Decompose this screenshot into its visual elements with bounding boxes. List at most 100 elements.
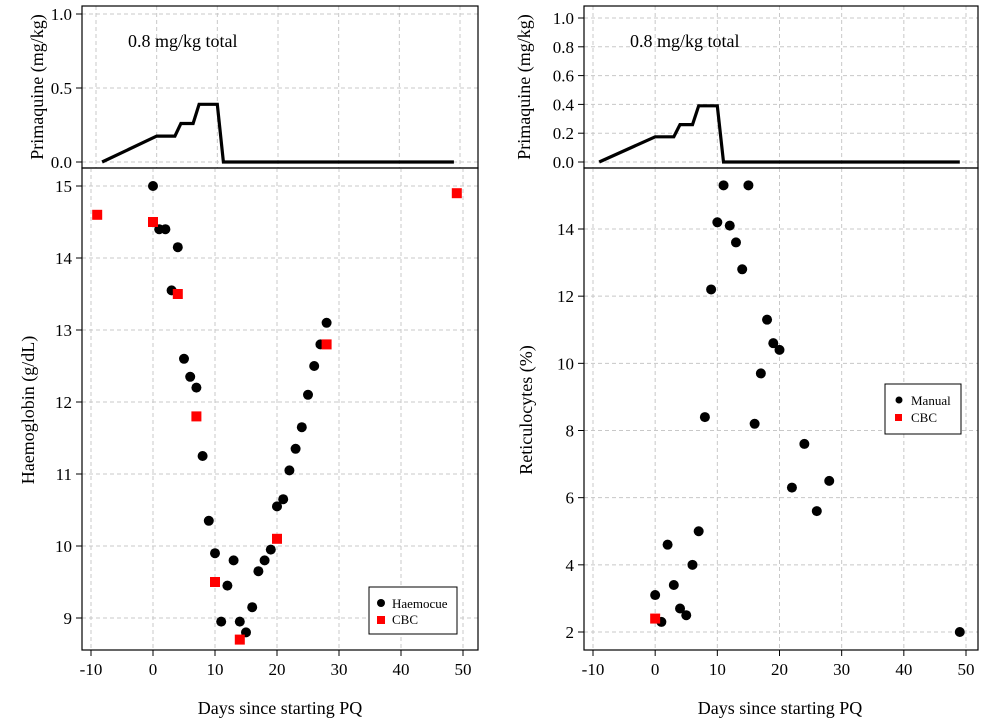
right-bottom-ytick-label: 6 — [566, 489, 575, 508]
left-bottom-haemocue-point — [210, 548, 220, 559]
right-top-ytick-label: 0.8 — [553, 38, 574, 57]
left-bottom-haemocue-point — [253, 566, 264, 577]
right-bottom-cbc-point — [650, 613, 661, 624]
left-top-ytick-label: 1.0 — [51, 5, 72, 24]
right-primaquine-ylabel: Primaquine (mg/kg) — [514, 14, 535, 159]
right-bottom-manual-point — [954, 627, 965, 637]
right-bottom-manual-point — [693, 526, 704, 537]
left-bottom-cbc-point — [234, 634, 245, 645]
right-bottom-manual-point — [824, 475, 835, 486]
left-bottom-haemocue-point — [185, 371, 196, 382]
left-bottom-haemocue-point — [179, 353, 189, 364]
right-bottom-manual-point — [799, 438, 810, 449]
right-top-dose-line — [598, 104, 960, 164]
right-bottom-manual-point — [774, 344, 785, 355]
left-bottom-haemocue-point — [172, 242, 183, 253]
left-bottom-ytick-label: 15 — [55, 177, 72, 196]
right-bottom-manual-point — [749, 418, 760, 429]
left-bottom-haemocue-point — [321, 317, 332, 328]
right-primaquine-panel: 0.0 0.2 0.4 0.6 0.8 1.0 0.8 mg/kg total Prima… — [514, 5, 979, 172]
left-legend-haemocue-marker — [377, 599, 385, 607]
right-bottom-ytick-label: 4 — [566, 556, 575, 575]
left-bottom-ytick-label: 11 — [56, 465, 72, 484]
right-bottom-manual-point — [650, 590, 661, 601]
left-bottom-haemocue-point — [234, 616, 245, 627]
left-bottom-xtick-label: 10 — [207, 660, 224, 679]
right-xlabel: Days since starting PQ — [698, 698, 862, 718]
right-legend: Manual CBC — [884, 383, 962, 435]
right-bottom-manual-point — [768, 338, 779, 349]
left-bottom-haemocue-point — [247, 602, 258, 613]
left-bottom-haemocue-point — [148, 181, 158, 191]
right-bottom-xtick-label: 30 — [833, 660, 850, 679]
left-bottom-ytick-label: 10 — [55, 537, 72, 556]
right-bottom-manual-point — [699, 412, 710, 423]
right-top-ytick-label: 0.2 — [553, 124, 574, 143]
left-bottom-haemocue-point — [160, 224, 171, 235]
right-bottom-manual-point — [662, 539, 673, 550]
left-xlabel: Days since starting PQ — [198, 698, 362, 718]
right-top-ytick-label: 0.0 — [553, 153, 574, 172]
right-top-ytick-label: 1.0 — [553, 9, 574, 28]
right-reticulocytes-frame — [583, 167, 979, 651]
right-legend-manual-label: Manual — [911, 393, 951, 408]
left-legend-haemocue-label: Haemocue — [392, 596, 448, 611]
left-primaquine-ylabel: Primaquine (mg/kg) — [27, 14, 48, 159]
left-bottom-haemocue-point — [191, 382, 202, 393]
left-top-ytick-label: 0.5 — [51, 79, 72, 98]
left-bottom-ytick-label: 9 — [64, 609, 73, 628]
right-bottom-manual-point — [706, 284, 717, 295]
left-bottom-cbc-point — [451, 188, 462, 199]
left-bottom-cbc-point — [272, 533, 282, 544]
left-bottom-haemocue-point — [222, 580, 233, 591]
left-bottom-xtick-label: 30 — [331, 660, 348, 679]
left-legend-box — [368, 586, 458, 635]
left-bottom-xtick-label: 50 — [455, 660, 472, 679]
right-dose-annotation: 0.8 mg/kg total — [630, 31, 740, 51]
left-bottom-cbc-point — [148, 217, 158, 227]
right-bottom-manual-point — [737, 264, 748, 275]
right-bottom-ytick-label: 14 — [557, 220, 575, 239]
left-legend-cbc-marker — [377, 616, 385, 624]
right-bottom-manual-point — [668, 579, 679, 590]
left-primaquine-panel: 0.0 0.5 1.0 0.8 mg/kg total Primaquine (mg… — [27, 5, 479, 172]
right-bottom-ytick-label: 2 — [566, 623, 575, 642]
right-reticulocytes-panel: 2 4 6 8 10 12 14 -10 0 10 20 30 40 50 Reticulocytes (… — [516, 167, 979, 718]
right-bottom-ytick-label: 10 — [557, 354, 574, 373]
left-bottom-xtick-label: 40 — [393, 660, 410, 679]
left-haemoglobin-panel: 9 10 11 12 13 14 15 -10 0 10 20 30 40 50 Haemoglobin … — [18, 167, 479, 718]
right-bottom-manual-point — [786, 482, 797, 493]
left-bottom-haemocue-point — [284, 465, 295, 476]
left-top-dose-line — [101, 102, 454, 164]
left-bottom-haemocue-point — [309, 361, 320, 371]
right-bottom-manual-point — [712, 217, 723, 228]
left-top-ytick-label: 0.0 — [51, 153, 72, 172]
left-haemoglobin-frame — [81, 167, 479, 651]
left-bottom-haemocue-point — [203, 515, 214, 526]
left-bottom-haemocue-point — [228, 555, 239, 566]
left-bottom-haemocue-point — [303, 389, 313, 400]
left-bottom-ytick-label: 13 — [55, 321, 72, 340]
left-bottom-haemocue-point — [278, 494, 289, 505]
left-bottom-ytick-label: 14 — [55, 249, 73, 268]
left-bottom-xtick-label: 0 — [149, 660, 158, 679]
left-bottom-haemocue-point — [272, 501, 282, 512]
right-bottom-manual-point — [681, 610, 692, 621]
left-bottom-xtick-label: 20 — [269, 660, 286, 679]
right-bottom-manual-point — [730, 237, 741, 248]
right-bottom-ytick-label: 12 — [557, 287, 574, 306]
left-bottom-cbc-point — [210, 577, 220, 587]
left-bottom-xtick-label: -10 — [80, 660, 103, 679]
right-bottom-manual-point — [762, 314, 773, 325]
right-bottom-xtick-label: 0 — [651, 660, 660, 679]
left-bottom-cbc-point — [92, 209, 103, 220]
left-bottom-haemocue-point — [259, 555, 270, 566]
right-reticulocytes-ylabel: Reticulocytes (%) — [516, 345, 537, 474]
right-top-ytick-label: 0.4 — [553, 95, 575, 114]
right-legend-manual-marker — [895, 396, 903, 404]
left-bottom-ytick-label: 12 — [55, 393, 72, 412]
right-bottom-xtick-label: 20 — [771, 660, 788, 679]
right-bottom-manual-point — [724, 220, 735, 231]
left-bottom-haemocue-point — [290, 443, 301, 454]
